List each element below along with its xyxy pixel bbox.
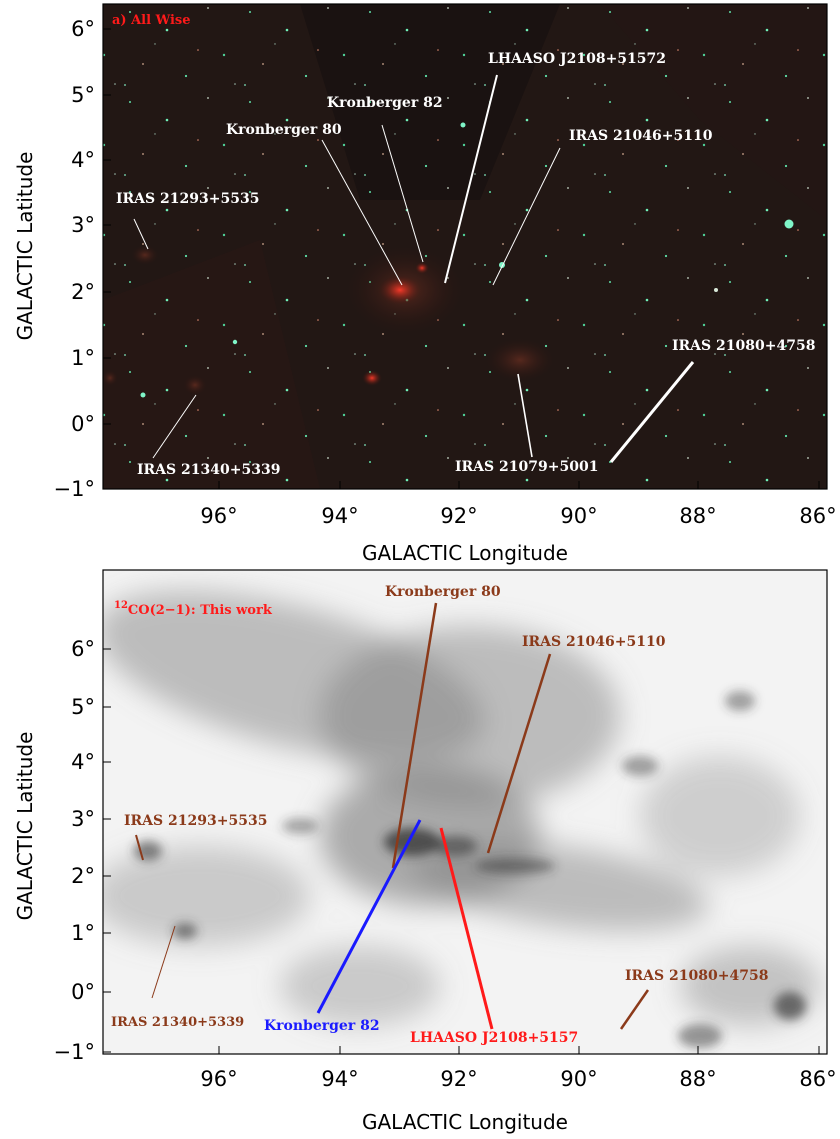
x-tick-label: 96° — [200, 504, 237, 528]
x-tick-label: 92° — [440, 504, 477, 528]
leader-lhaaso — [439, 827, 494, 1030]
co-panel-label-sup: 12 — [114, 600, 128, 611]
leader-lhaaso — [444, 74, 498, 284]
annotation-iras-21293: IRAS 21293+5535 — [124, 813, 267, 829]
leader-iras-21340 — [151, 925, 176, 999]
allwise-tick-marks — [103, 28, 820, 490]
y-tick-label: −1° — [54, 1040, 95, 1064]
annotation-kronberger-80: Kronberger 80 — [226, 122, 342, 138]
co-panel-label-text: CO(2−1): This work — [128, 603, 273, 618]
x-tick-label: 94° — [321, 504, 358, 528]
x-tick-label: 92° — [440, 1067, 477, 1091]
x-axis-title: GALACTIC Longitude — [362, 541, 568, 565]
co-leader-lines — [135, 602, 650, 1030]
allwise-panel-label: a) All Wise — [112, 13, 191, 28]
annotation-iras-21080: IRAS 21080+4758 — [672, 338, 815, 354]
co-frame — [102, 569, 828, 1055]
leader-iras-21080 — [609, 361, 695, 463]
co-figure: 12CO(2−1): This work Kronberger 80 IRAS … — [0, 566, 840, 1139]
annotation-kronberger-82: Kronberger 82 — [264, 1018, 380, 1034]
y-tick-label: 3° — [71, 807, 95, 831]
x-tick-label: 96° — [200, 1067, 237, 1091]
y-tick-label: 2° — [71, 864, 95, 888]
allwise-figure: a) All Wise LHAASO J2108+51572 Kronberge… — [0, 0, 840, 566]
leader-kronberger-80 — [321, 139, 403, 286]
leader-kronberger-82 — [381, 124, 424, 263]
y-tick-label: 2° — [71, 280, 95, 304]
allwise-leader-lines — [133, 74, 695, 463]
y-tick-label: 6° — [71, 637, 95, 661]
co-tick-marks — [103, 648, 820, 1054]
y-tick-label: 0° — [71, 412, 95, 436]
co-panel-label: 12CO(2−1): This work — [114, 600, 273, 618]
annotation-iras-21293: IRAS 21293+5535 — [116, 191, 259, 207]
annotation-iras-21080: IRAS 21080+4758 — [625, 968, 768, 984]
annotation-lhaaso: LHAASO J2108+5157 — [410, 1030, 578, 1046]
annotation-iras-21046: IRAS 21046+5110 — [522, 634, 666, 650]
leader-iras-21340 — [152, 394, 197, 459]
annotation-iras-21340: IRAS 21340+5339 — [111, 1015, 244, 1030]
annotation-iras-21340: IRAS 21340+5339 — [137, 462, 280, 478]
y-tick-label: 3° — [71, 213, 95, 237]
y-tick-label: −1° — [54, 477, 95, 501]
allwise-svg: a) All Wise LHAASO J2108+51572 Kronberge… — [13, 3, 837, 565]
leader-iras-21079 — [517, 373, 533, 458]
leader-kronberger-80 — [391, 602, 438, 869]
y-tick-label: 5° — [71, 695, 95, 719]
y-tick-label: 6° — [71, 17, 95, 41]
x-tick-label: 86° — [799, 1067, 836, 1091]
annotation-iras-21046: IRAS 21046+5110 — [569, 128, 713, 144]
leader-kronberger-82 — [316, 819, 422, 1014]
y-tick-label: 4° — [71, 148, 95, 172]
x-tick-label: 90° — [560, 504, 597, 528]
y-tick-label: 4° — [71, 750, 95, 774]
x-tick-label: 86° — [799, 504, 836, 528]
y-tick-label: 0° — [71, 980, 95, 1004]
x-axis-title: GALACTIC Longitude — [362, 1110, 568, 1134]
x-tick-label: 88° — [679, 1067, 716, 1091]
y-tick-label: 1° — [71, 346, 95, 370]
annotation-iras-21079: IRAS 21079+5001 — [455, 459, 598, 475]
leader-iras-21080 — [619, 989, 650, 1030]
y-tick-label: 1° — [71, 921, 95, 945]
leader-iras-21293 — [135, 834, 144, 861]
x-tick-label: 88° — [679, 504, 716, 528]
x-tick-label: 90° — [560, 1067, 597, 1091]
annotation-lhaaso: LHAASO J2108+51572 — [488, 51, 666, 67]
co-svg: 12CO(2−1): This work Kronberger 80 IRAS … — [13, 569, 837, 1134]
leader-iras-21046 — [492, 147, 561, 286]
annotation-kronberger-80: Kronberger 80 — [385, 584, 501, 600]
x-tick-label: 94° — [321, 1067, 358, 1091]
y-axis-title: GALACTIC Latitude — [13, 152, 37, 341]
allwise-frame — [102, 3, 828, 490]
leader-iras-21046 — [486, 653, 552, 854]
y-tick-label: 5° — [71, 83, 95, 107]
y-axis-title: GALACTIC Latitude — [13, 732, 37, 921]
leader-iras-21293 — [133, 218, 149, 250]
annotation-kronberger-82: Kronberger 82 — [327, 95, 443, 111]
